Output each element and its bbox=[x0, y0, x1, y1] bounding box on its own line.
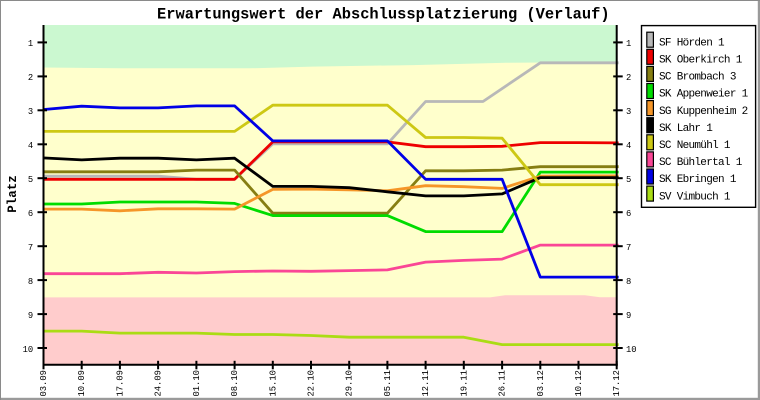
svg-text:SK Lahr 1: SK Lahr 1 bbox=[659, 123, 713, 135]
svg-text:10.09: 10.09 bbox=[77, 370, 87, 396]
svg-text:05.11: 05.11 bbox=[383, 370, 393, 396]
svg-text:3: 3 bbox=[626, 107, 631, 117]
svg-text:2: 2 bbox=[28, 73, 33, 83]
svg-text:SK Oberkirch 1: SK Oberkirch 1 bbox=[659, 55, 743, 67]
svg-text:03.12: 03.12 bbox=[536, 370, 546, 396]
svg-text:2: 2 bbox=[626, 73, 631, 83]
svg-text:5: 5 bbox=[28, 175, 33, 185]
svg-text:4: 4 bbox=[626, 141, 631, 151]
svg-text:8: 8 bbox=[626, 277, 631, 287]
svg-text:29.10: 29.10 bbox=[345, 370, 355, 396]
svg-text:15.10: 15.10 bbox=[268, 370, 278, 396]
svg-text:12.11: 12.11 bbox=[421, 370, 431, 396]
svg-text:SK Appenweier 1: SK Appenweier 1 bbox=[659, 89, 749, 101]
svg-text:SC Brombach 3: SC Brombach 3 bbox=[659, 72, 736, 84]
svg-text:10.12: 10.12 bbox=[574, 370, 584, 396]
svg-text:1: 1 bbox=[28, 39, 33, 49]
svg-text:10: 10 bbox=[626, 345, 637, 355]
svg-text:SC Bühlertal 1: SC Bühlertal 1 bbox=[659, 157, 743, 169]
svg-text:24.09: 24.09 bbox=[154, 370, 164, 396]
svg-text:9: 9 bbox=[626, 311, 631, 321]
svg-text:4: 4 bbox=[28, 141, 33, 151]
svg-text:SK Ebringen 1: SK Ebringen 1 bbox=[659, 174, 737, 186]
svg-text:Erwartungswert der Abschlusspl: Erwartungswert der Abschlussplatzierung … bbox=[157, 6, 610, 24]
svg-text:7: 7 bbox=[626, 243, 631, 253]
svg-text:26.11: 26.11 bbox=[498, 370, 508, 396]
svg-text:01.10: 01.10 bbox=[192, 370, 202, 396]
svg-text:SV Vimbuch 1: SV Vimbuch 1 bbox=[659, 191, 731, 203]
svg-text:5: 5 bbox=[626, 175, 631, 185]
svg-text:22.10: 22.10 bbox=[307, 370, 317, 396]
svg-text:7: 7 bbox=[28, 243, 33, 253]
svg-text:8: 8 bbox=[28, 277, 33, 287]
svg-text:SC Neumühl 1: SC Neumühl 1 bbox=[659, 140, 731, 152]
svg-text:19.11: 19.11 bbox=[459, 370, 469, 396]
svg-text:Platz: Platz bbox=[6, 175, 20, 213]
svg-text:17.09: 17.09 bbox=[115, 370, 125, 396]
svg-text:17.12: 17.12 bbox=[612, 370, 622, 396]
svg-text:SG Kuppenheim 2: SG Kuppenheim 2 bbox=[659, 106, 748, 118]
svg-text:10: 10 bbox=[23, 345, 34, 355]
svg-text:03.09: 03.09 bbox=[39, 370, 49, 396]
svg-text:1: 1 bbox=[626, 39, 631, 49]
svg-text:9: 9 bbox=[28, 311, 33, 321]
svg-text:08.10: 08.10 bbox=[230, 370, 240, 396]
svg-text:6: 6 bbox=[626, 209, 631, 219]
svg-text:SF Hörden 1: SF Hörden 1 bbox=[659, 37, 725, 49]
svg-text:3: 3 bbox=[28, 107, 33, 117]
svg-text:6: 6 bbox=[28, 209, 33, 219]
